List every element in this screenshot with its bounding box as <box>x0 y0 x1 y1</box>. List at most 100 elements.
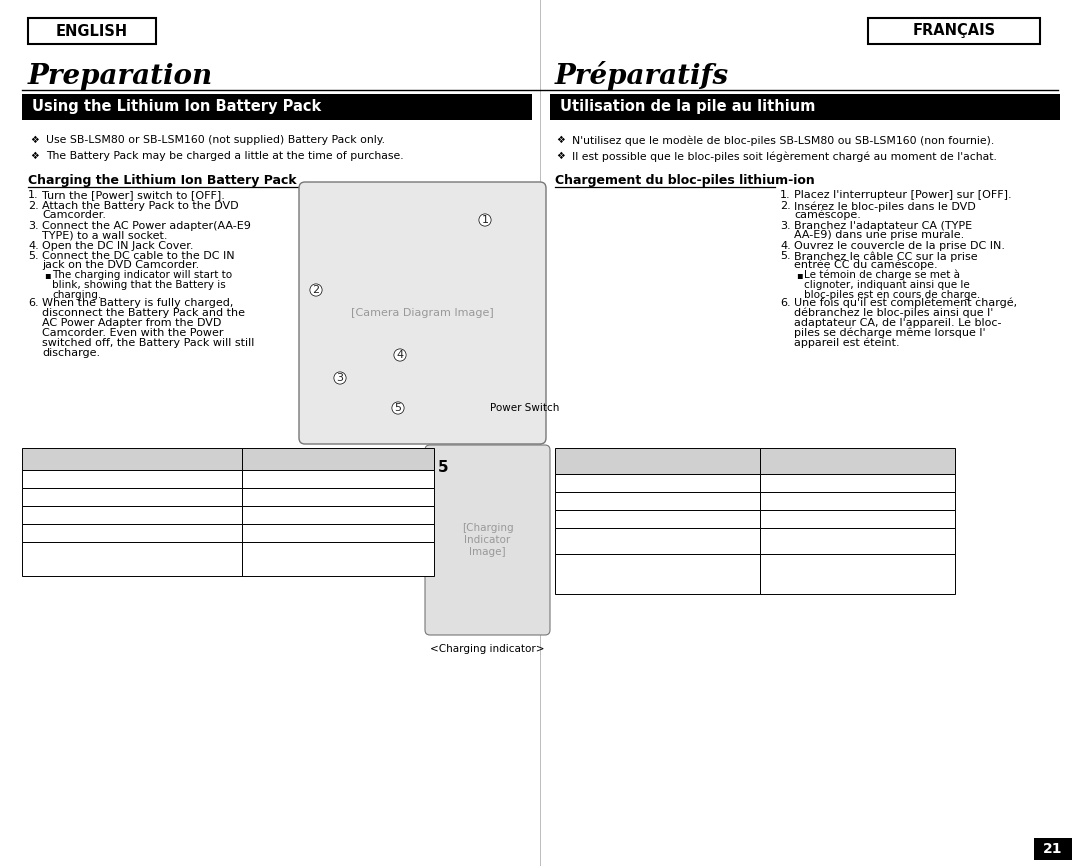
Text: [Camera Diagram Image]: [Camera Diagram Image] <box>351 308 494 318</box>
Text: Insérez le bloc-piles dans le DVD: Insérez le bloc-piles dans le DVD <box>794 201 975 211</box>
Bar <box>555 528 760 554</box>
Text: On for a second and off for a
second: On for a second and off for a second <box>57 548 207 570</box>
Text: débranchez le bloc-piles ainsi que l': débranchez le bloc-piles ainsi que l' <box>794 308 994 319</box>
Bar <box>1034 838 1072 860</box>
Text: <Charging indicator>: <Charging indicator> <box>430 644 544 654</box>
Text: bloc-piles est en cours de charge.: bloc-piles est en cours de charge. <box>804 290 981 300</box>
Text: Branchez l'adaptateur CA (TYPE: Branchez l'adaptateur CA (TYPE <box>794 221 972 231</box>
Text: 5.: 5. <box>28 251 39 261</box>
Text: When the Battery is fully charged,: When the Battery is fully charged, <box>42 298 233 308</box>
Text: Blinking stops and stays on: Blinking stops and stays on <box>60 528 204 538</box>
Text: Inférieur à 50%: Inférieur à 50% <box>818 478 897 488</box>
Text: piles se décharge même lorsque l': piles se décharge même lorsque l' <box>794 328 986 339</box>
Bar <box>28 18 156 44</box>
Text: Taux de charge: Taux de charge <box>813 456 902 466</box>
Bar <box>868 18 1040 44</box>
Bar <box>242 506 434 524</box>
Text: TYPE) to a wall socket.: TYPE) to a wall socket. <box>42 230 167 240</box>
Text: jack on the DVD Camcorder.: jack on the DVD Camcorder. <box>42 260 199 270</box>
Text: ❖: ❖ <box>556 135 565 145</box>
Text: Blinking time: Blinking time <box>93 454 172 464</box>
Text: Connect the AC Power adapter(AA-E9: Connect the AC Power adapter(AA-E9 <box>42 221 251 231</box>
Text: Chargement du bloc-piles lithium-ion: Chargement du bloc-piles lithium-ion <box>555 174 814 187</box>
Text: 5: 5 <box>394 403 402 413</box>
Bar <box>242 448 434 470</box>
Text: adaptateur CA, de l'appareil. Le bloc-: adaptateur CA, de l'appareil. Le bloc- <box>794 318 1001 328</box>
Bar <box>22 488 242 506</box>
Text: N'utilisez que le modèle de bloc-piles SB-LSM80 ou SB-LSM160 (non fournie).: N'utilisez que le modèle de bloc-piles S… <box>572 135 995 145</box>
Text: 5.: 5. <box>780 251 791 261</box>
Text: ❖: ❖ <box>30 151 39 161</box>
Text: ❖: ❖ <box>30 135 39 145</box>
FancyBboxPatch shape <box>426 445 550 635</box>
Bar <box>555 474 760 492</box>
Bar <box>760 528 955 554</box>
Text: caméscope.: caméscope. <box>794 210 861 221</box>
Text: Placez l'interrupteur [Power] sur [OFF].: Placez l'interrupteur [Power] sur [OFF]. <box>794 190 1012 200</box>
Bar <box>555 492 760 510</box>
Text: 75% ~ 90%: 75% ~ 90% <box>827 514 888 524</box>
Text: 6.: 6. <box>28 298 39 308</box>
Text: Charging the Lithium Ion Battery Pack: Charging the Lithium Ion Battery Pack <box>28 174 297 187</box>
Text: Une fois par seconde: Une fois par seconde <box>603 478 713 488</box>
Text: AA-E9) dans une prise murale.: AA-E9) dans une prise murale. <box>794 230 964 240</box>
Text: ▪: ▪ <box>44 270 51 280</box>
Text: Attach the Battery Pack to the DVD: Attach the Battery Pack to the DVD <box>42 201 239 211</box>
Text: 3.: 3. <box>780 221 791 231</box>
Text: Preparation: Preparation <box>28 62 213 89</box>
Text: Use SB-LSM80 or SB-LSM160 (not supplied) Battery Pack only.: Use SB-LSM80 or SB-LSM160 (not supplied)… <box>46 135 384 145</box>
Text: Connect the DC cable to the DC IN: Connect the DC cable to the DC IN <box>42 251 234 261</box>
Text: Camcorder.: Camcorder. <box>42 210 106 220</box>
Text: ▪: ▪ <box>796 270 802 280</box>
Text: 50% ~ 75%: 50% ~ 75% <box>308 492 368 502</box>
Text: 2.: 2. <box>28 201 39 211</box>
Bar <box>760 510 955 528</box>
Text: entrée CC du caméscope.: entrée CC du caméscope. <box>794 260 937 270</box>
Text: blink, showing that the Battery is: blink, showing that the Battery is <box>52 280 226 290</box>
Bar <box>760 474 955 492</box>
Text: Utilisation de la pile au lithium: Utilisation de la pile au lithium <box>561 100 815 114</box>
Text: charging.: charging. <box>52 290 102 300</box>
Bar <box>242 488 434 506</box>
Text: 90% ~ 100%: 90% ~ 100% <box>305 528 372 538</box>
Text: Using the Lithium Ion Battery Pack: Using the Lithium Ion Battery Pack <box>32 100 321 114</box>
Text: Power Switch: Power Switch <box>490 403 559 413</box>
Text: 4.: 4. <box>28 241 39 251</box>
Text: 50% ~ 75%: 50% ~ 75% <box>827 496 888 506</box>
Text: 4.: 4. <box>780 241 791 251</box>
Bar <box>550 94 1059 120</box>
Bar <box>22 506 242 524</box>
Bar <box>760 448 955 474</box>
Text: ❖: ❖ <box>556 151 565 161</box>
Text: 5: 5 <box>438 460 448 475</box>
Bar <box>22 470 242 488</box>
Text: Charging rate: Charging rate <box>297 454 379 464</box>
Text: Twice per second: Twice per second <box>87 492 177 502</box>
Text: 2: 2 <box>312 285 320 295</box>
Text: Ouvrez le couvercle de la prise DC IN.: Ouvrez le couvercle de la prise DC IN. <box>794 241 1005 251</box>
Text: Once per second: Once per second <box>87 474 176 484</box>
Text: Il est possible que le bloc-piles soit légèrement chargé au moment de l'achat.: Il est possible que le bloc-piles soit l… <box>572 151 997 161</box>
Bar <box>760 492 955 510</box>
Bar <box>22 448 242 470</box>
Text: 1.: 1. <box>780 190 791 200</box>
Text: Le clignotement cesse et le
témoin reste allumé: Le clignotement cesse et le témoin reste… <box>585 530 729 552</box>
Text: disconnect the Battery Pack and the: disconnect the Battery Pack and the <box>42 308 245 318</box>
Text: 21: 21 <box>1043 842 1063 856</box>
Text: Le témoin de charge se met à: Le témoin de charge se met à <box>804 270 960 281</box>
Bar <box>22 94 532 120</box>
Bar <box>22 524 242 542</box>
Bar <box>242 470 434 488</box>
Text: Erreur – Replacez le bloc-
piles et le cordon CC: Erreur – Replacez le bloc- piles et le c… <box>792 563 923 585</box>
Text: Turn the [Power] switch to [OFF].: Turn the [Power] switch to [OFF]. <box>42 190 225 200</box>
Bar <box>242 542 434 576</box>
FancyBboxPatch shape <box>299 182 546 444</box>
Bar <box>242 524 434 542</box>
Text: discharge.: discharge. <box>42 348 100 358</box>
Text: AC Power Adapter from the DVD: AC Power Adapter from the DVD <box>42 318 221 328</box>
Bar <box>22 542 242 576</box>
Bar <box>555 448 760 474</box>
Text: Une fois qu'il est complètement chargé,: Une fois qu'il est complètement chargé, <box>794 298 1017 308</box>
Text: 2.: 2. <box>780 201 791 211</box>
Text: clignoter, indiquant ainsi que le: clignoter, indiquant ainsi que le <box>804 280 970 290</box>
